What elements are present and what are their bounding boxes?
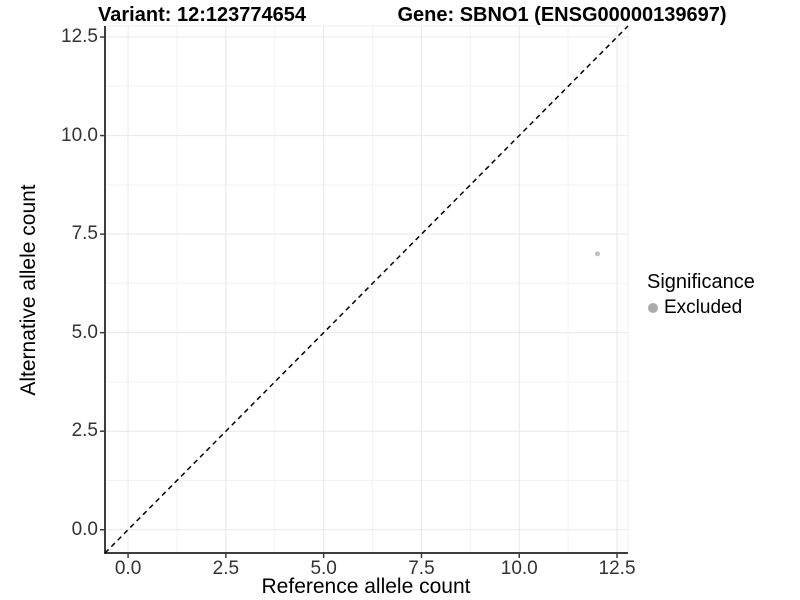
y-tick-label: 0.0 [71, 518, 98, 540]
x-tick-label: 5.0 [310, 558, 337, 579]
x-axis-title: Reference allele count [261, 575, 471, 598]
plot-title-gene: Gene: SBNO1 (ENSG00000139697) [397, 4, 727, 26]
y-tick-label: 10.0 [61, 124, 98, 146]
data-point [594, 251, 600, 257]
legend-point-icon [648, 303, 658, 313]
x-tick-label: 12.5 [598, 558, 636, 579]
y-tick-label: 12.5 [61, 26, 98, 48]
x-tick-label: 2.5 [212, 558, 240, 579]
legend-item-excluded: Excluded [647, 297, 755, 319]
y-tick-label: 5.0 [71, 321, 98, 343]
y-tick-label: 7.5 [71, 223, 98, 245]
x-tick-label: 10.0 [500, 558, 538, 579]
x-tick-label: 0.0 [114, 558, 142, 579]
y-tick-label: 2.5 [71, 420, 98, 442]
legend-title: Significance [647, 271, 755, 293]
plot-title-variant: Variant: 12:123774654 [98, 4, 306, 26]
identity-dashed-line [104, 25, 629, 554]
legend-item-label: Excluded [664, 297, 743, 318]
legend: Significance Excluded [647, 271, 755, 319]
x-tick-label: 7.5 [408, 558, 435, 579]
